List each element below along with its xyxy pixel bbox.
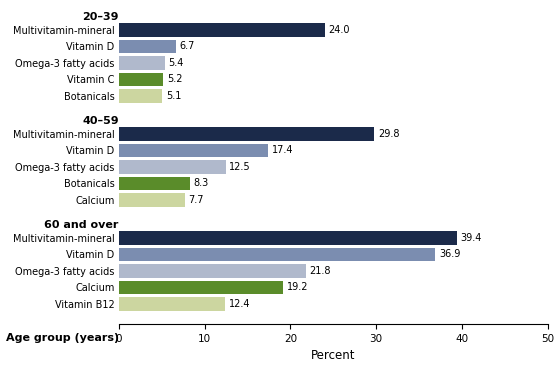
Bar (119, 72, 164, 86)
Bar (119, 177, 190, 190)
Text: 29.8: 29.8 (378, 129, 399, 139)
Text: 5.2: 5.2 (167, 74, 182, 84)
Bar (119, 56, 165, 70)
Text: 12.4: 12.4 (228, 299, 250, 309)
X-axis label: Percent: Percent (311, 350, 356, 362)
Text: 5.1: 5.1 (166, 91, 181, 101)
Text: 60 and over: 60 and over (44, 220, 119, 230)
Text: 19.2: 19.2 (287, 282, 309, 292)
Text: 20–39: 20–39 (82, 13, 119, 22)
Bar (119, 40, 176, 53)
Bar (119, 23, 325, 37)
Bar (119, 280, 283, 294)
Bar (119, 193, 185, 207)
Text: 6.7: 6.7 (180, 42, 195, 52)
Text: 7.7: 7.7 (188, 195, 204, 205)
Bar (119, 231, 457, 245)
Text: 8.3: 8.3 (193, 178, 209, 188)
Bar (119, 160, 226, 174)
Text: Age group (years): Age group (years) (6, 333, 119, 343)
Text: 17.4: 17.4 (272, 145, 293, 155)
Text: 39.4: 39.4 (460, 233, 482, 243)
Text: 21.8: 21.8 (309, 266, 331, 276)
Bar (119, 248, 436, 261)
Bar (119, 264, 306, 277)
Bar (119, 297, 225, 311)
Text: 5.4: 5.4 (169, 58, 184, 68)
Bar (119, 89, 162, 103)
Text: 24.0: 24.0 (328, 25, 349, 35)
Text: 36.9: 36.9 (439, 250, 460, 259)
Text: 12.5: 12.5 (230, 162, 251, 172)
Bar (119, 127, 375, 141)
Bar (119, 144, 268, 157)
Text: 40–59: 40–59 (82, 116, 119, 126)
